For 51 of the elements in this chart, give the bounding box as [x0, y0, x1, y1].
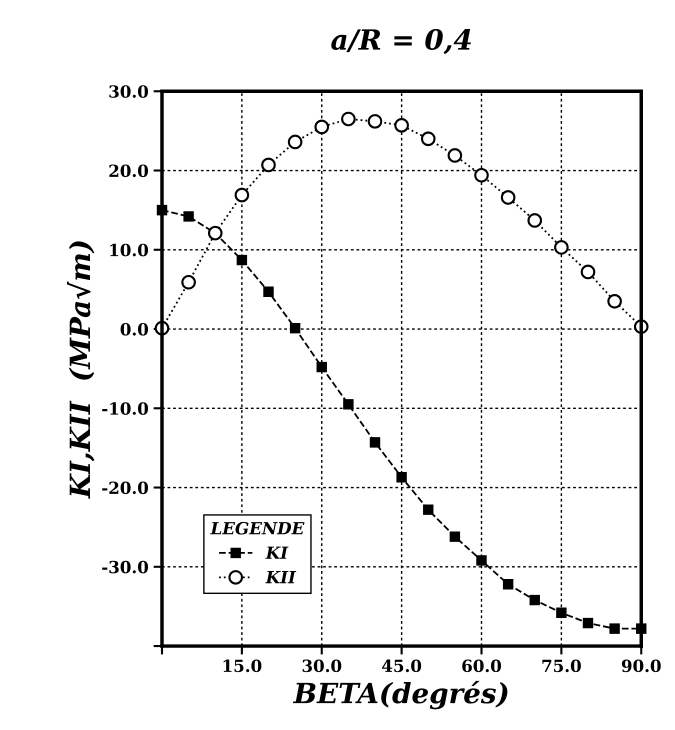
- point: [288, 134, 302, 150]
- point: [476, 555, 487, 566]
- point: [582, 618, 594, 628]
- point: [368, 114, 382, 129]
- point: [527, 213, 542, 228]
- point: [556, 608, 567, 618]
- x-tick-label: 75.0: [542, 660, 581, 672]
- legend-title: LEGENDE: [210, 522, 304, 535]
- point: [314, 120, 330, 134]
- x-tick-label: 60.0: [462, 660, 502, 672]
- point: [394, 118, 409, 133]
- chart-title: a/R = 0,4: [331, 28, 471, 54]
- point: [341, 112, 356, 126]
- point: [181, 274, 196, 290]
- point: [448, 148, 462, 163]
- legend-label: KII: [265, 571, 296, 584]
- x-tick-label: 90.0: [622, 660, 661, 672]
- point: [450, 531, 460, 542]
- point: [554, 240, 569, 255]
- point: [290, 323, 300, 334]
- point: [474, 168, 489, 183]
- point: [396, 472, 407, 482]
- point: [530, 594, 540, 606]
- x-tick-label: 30.0: [302, 660, 342, 672]
- x-axis-title: BETA(degrés): [292, 680, 508, 710]
- y-axis-title: KI,KII (MPa√m): [66, 241, 95, 499]
- point: [343, 399, 354, 410]
- point: [370, 437, 380, 448]
- point: [500, 190, 516, 205]
- y-tick-label: -20.0: [102, 482, 148, 494]
- y-tick-label: 30.0: [109, 85, 148, 98]
- x-tick-label: 45.0: [382, 660, 422, 672]
- point: [502, 579, 514, 590]
- point: [607, 294, 622, 309]
- y-tick-label: -10.0: [102, 402, 148, 415]
- legend-label: KI: [265, 546, 288, 559]
- point: [183, 211, 194, 222]
- point: [263, 286, 274, 297]
- point: [234, 188, 250, 202]
- y-tick-label: 20.0: [109, 164, 148, 178]
- point: [420, 132, 436, 146]
- y-tick-label: 10.0: [110, 244, 148, 256]
- point: [236, 254, 248, 266]
- y-tick-label: -30.0: [102, 560, 148, 574]
- point: [423, 504, 434, 515]
- x-tick-label: 15.0: [224, 660, 262, 672]
- point: [609, 623, 620, 634]
- point: [261, 158, 276, 172]
- point: [580, 264, 596, 280]
- y-tick-label: 0.0: [120, 322, 148, 336]
- point: [316, 362, 327, 372]
